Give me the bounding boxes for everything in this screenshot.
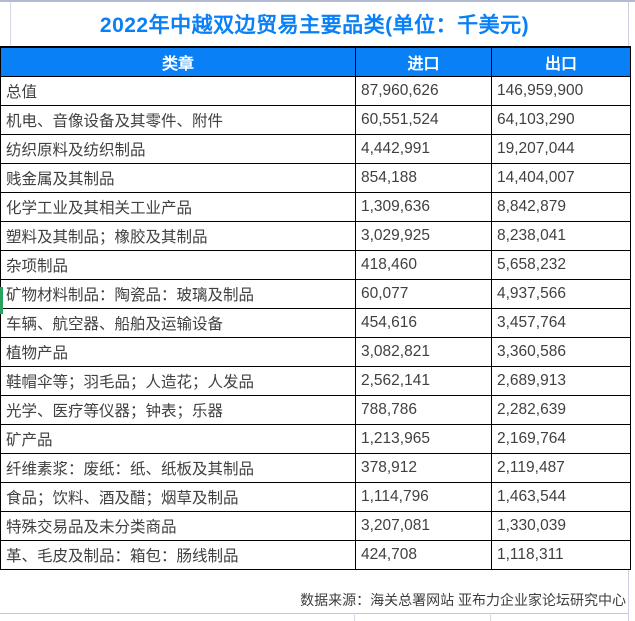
header-row: 类章 进口 出口 [0, 46, 631, 77]
import-value-cell: 3,207,081 [355, 510, 492, 541]
import-value-cell: 60,077 [355, 278, 492, 309]
export-value-cell: 8,238,041 [491, 220, 631, 251]
import-value-cell: 2,562,141 [355, 365, 492, 396]
table-row: 车辆、航空器、船舶及运输设备 454,616 3,457,764 [0, 307, 631, 338]
category-cell: 化学工业及其相关工业产品 [0, 191, 356, 222]
export-value-cell: 2,169,764 [491, 423, 631, 454]
table-row: 光学、医疗等仪器；钟表；乐器 788,786 2,282,639 [0, 394, 631, 425]
table-row: 矿物材料制品：陶瓷品：玻璃及制品 60,077 4,937,566 [0, 278, 631, 309]
table-row: 化学工业及其相关工业产品 1,309,636 8,842,879 [0, 191, 631, 222]
category-cell: 革、毛皮及制品：箱包：肠线制品 [0, 539, 356, 570]
gridline-bottom [0, 613, 629, 614]
import-value-cell: 1,213,965 [355, 423, 492, 454]
category-cell: 纺织原料及纺织制品 [0, 133, 356, 164]
category-cell: 塑料及其制品；橡胶及其制品 [0, 220, 356, 251]
import-value-cell: 1,309,636 [355, 191, 492, 222]
table-row: 食品；饮料、酒及醋；烟草及制品 1,114,796 1,463,544 [0, 481, 631, 512]
category-cell: 食品；饮料、酒及醋；烟草及制品 [0, 481, 356, 512]
category-cell: 特殊交易品及未分类商品 [0, 510, 356, 541]
table-row: 特殊交易品及未分类商品 3,207,081 1,330,039 [0, 510, 631, 541]
export-value-cell: 2,689,913 [491, 365, 631, 396]
header-cell-import: 进口 [355, 46, 492, 77]
import-value-cell: 3,082,821 [355, 336, 492, 367]
category-cell: 车辆、航空器、船舶及运输设备 [0, 307, 356, 338]
active-cell-marker [0, 287, 3, 314]
category-cell: 纤维素浆：废纸：纸、纸板及其制品 [0, 452, 356, 483]
gridline-stub [354, 613, 355, 621]
export-value-cell: 8,842,879 [491, 191, 631, 222]
table-row: 纺织原料及纺织制品 4,442,991 19,207,044 [0, 133, 631, 164]
import-value-cell: 87,960,626 [355, 75, 492, 106]
trade-table-body: 总值 87,960,626 146,959,900 机电、音像设备及其零件、附件 60,… [0, 75, 631, 570]
import-value-cell: 424,708 [355, 539, 492, 570]
import-value-cell: 854,188 [355, 162, 492, 193]
category-cell: 贱金属及其制品 [0, 162, 356, 193]
export-value-cell: 146,959,900 [491, 75, 631, 106]
export-value-cell: 19,207,044 [491, 133, 631, 164]
category-cell: 光学、医疗等仪器；钟表；乐器 [0, 394, 356, 425]
export-value-cell: 3,457,764 [491, 307, 631, 338]
table-row: 杂项制品 418,460 5,658,232 [0, 249, 631, 280]
category-cell: 矿产品 [0, 423, 356, 454]
table-row: 纤维素浆：废纸：纸、纸板及其制品 378,912 2,119,487 [0, 452, 631, 483]
category-cell: 植物产品 [0, 336, 356, 367]
export-value-cell: 2,282,639 [491, 394, 631, 425]
export-value-cell: 2,119,487 [491, 452, 631, 483]
category-cell: 矿物材料制品：陶瓷品：玻璃及制品 [0, 278, 356, 309]
import-value-cell: 60,551,524 [355, 104, 492, 135]
export-value-cell: 14,404,007 [491, 162, 631, 193]
import-value-cell: 3,029,925 [355, 220, 492, 251]
import-value-cell: 378,912 [355, 452, 492, 483]
table-row: 塑料及其制品；橡胶及其制品 3,029,925 8,238,041 [0, 220, 631, 251]
table-row: 革、毛皮及制品：箱包：肠线制品 424,708 1,118,311 [0, 539, 631, 570]
table-row: 鞋帽伞等；羽毛品；人造花；人发品 2,562,141 2,689,913 [0, 365, 631, 396]
import-value-cell: 454,616 [355, 307, 492, 338]
import-value-cell: 4,442,991 [355, 133, 492, 164]
trade-table: 类章 进口 出口 总值 87,960,626 146,959,900 机电、音像设备及… [0, 46, 631, 570]
table-row: 机电、音像设备及其零件、附件 60,551,524 64,103,290 [0, 104, 631, 135]
gridline-top [0, 0, 635, 2]
category-cell: 杂项制品 [0, 249, 356, 280]
category-cell: 鞋帽伞等；羽毛品；人造花；人发品 [0, 365, 356, 396]
import-value-cell: 788,786 [355, 394, 492, 425]
gridline-stub [490, 613, 491, 621]
export-value-cell: 1,463,544 [491, 481, 631, 512]
header-cell-export: 出口 [491, 46, 631, 77]
table-row: 植物产品 3,082,821 3,360,586 [0, 336, 631, 367]
header-cell-category: 类章 [0, 46, 356, 77]
source-note: 数据来源：海关总署网站 亚布力企业家论坛研究中心 [300, 592, 626, 608]
import-value-cell: 1,114,796 [355, 481, 492, 512]
export-value-cell: 5,658,232 [491, 249, 631, 280]
category-cell: 机电、音像设备及其零件、附件 [0, 104, 356, 135]
page-title: 2022年中越双边贸易主要品类(单位：千美元) [99, 14, 530, 37]
table-row: 贱金属及其制品 854,188 14,404,007 [0, 162, 631, 193]
export-value-cell: 64,103,290 [491, 104, 631, 135]
export-value-cell: 1,118,311 [491, 539, 631, 570]
table-row: 矿产品 1,213,965 2,169,764 [0, 423, 631, 454]
export-value-cell: 4,937,566 [491, 278, 631, 309]
category-cell: 总值 [0, 75, 356, 106]
export-value-cell: 3,360,586 [491, 336, 631, 367]
gridline-title-left [10, 2, 11, 46]
export-value-cell: 1,330,039 [491, 510, 631, 541]
import-value-cell: 418,460 [355, 249, 492, 280]
table-row: 总值 87,960,626 146,959,900 [0, 75, 631, 106]
